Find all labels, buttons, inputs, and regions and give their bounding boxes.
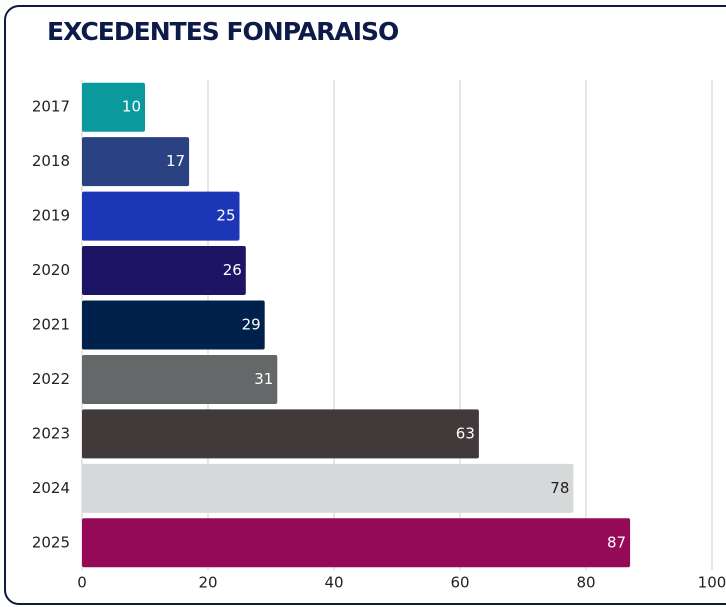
chart-title: EXCEDENTES FONPARAISO <box>47 17 398 46</box>
y-tick-label: 2025 <box>32 533 70 551</box>
bar <box>82 246 246 296</box>
value-label: 17 <box>166 152 185 170</box>
x-tick-label: 60 <box>450 574 469 592</box>
bar <box>82 191 240 241</box>
bar <box>82 137 190 187</box>
x-tick-label: 80 <box>576 574 595 592</box>
y-tick-label: 2021 <box>32 316 70 334</box>
bar <box>82 463 574 513</box>
bar <box>82 300 265 350</box>
value-label: 29 <box>242 316 261 334</box>
y-tick-label: 2023 <box>32 424 70 442</box>
value-label: 78 <box>550 479 569 497</box>
y-tick-label: 2017 <box>32 98 70 116</box>
x-tick-label: 0 <box>77 574 87 592</box>
x-tick-label: 100 <box>698 574 726 592</box>
bar <box>82 409 479 459</box>
y-tick-label: 2019 <box>32 207 70 225</box>
x-tick-label: 40 <box>324 574 343 592</box>
y-tick-label: 2018 <box>32 152 70 170</box>
value-label: 10 <box>122 98 141 116</box>
value-label: 87 <box>607 533 626 551</box>
x-tick-label: 20 <box>198 574 217 592</box>
value-label: 25 <box>216 207 235 225</box>
bar <box>82 518 631 568</box>
bar <box>82 82 145 132</box>
value-label: 63 <box>456 424 475 442</box>
y-tick-label: 2024 <box>32 479 70 497</box>
bar <box>82 354 278 404</box>
y-tick-label: 2022 <box>32 370 70 388</box>
value-label: 26 <box>223 261 242 279</box>
value-label: 31 <box>254 370 273 388</box>
y-tick-label: 2020 <box>32 261 70 279</box>
